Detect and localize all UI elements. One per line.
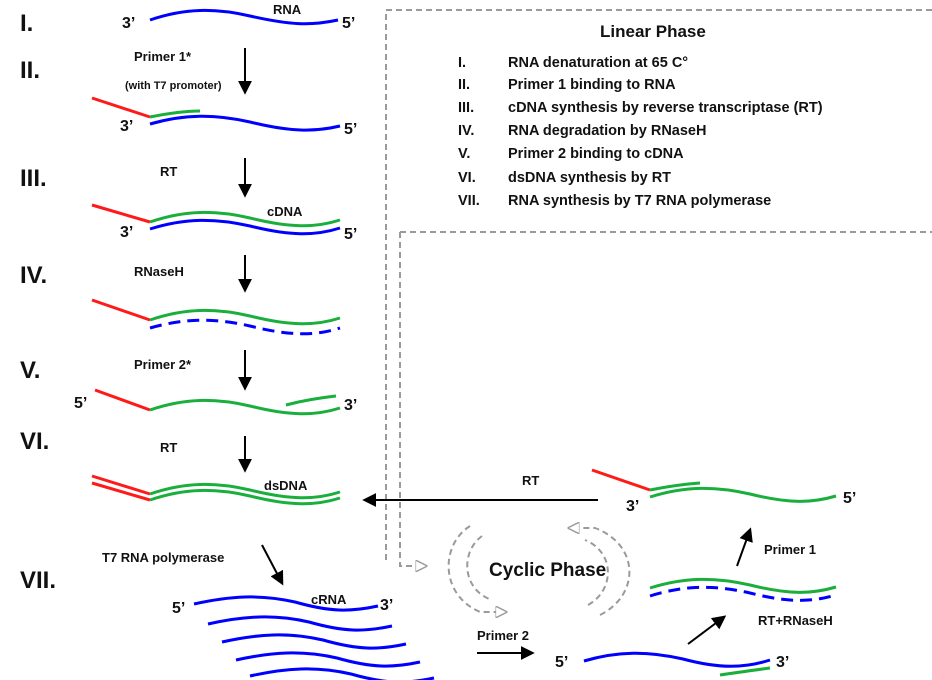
cyclic-mid-cdna-strand (649, 577, 837, 594)
cyclic-primer1-label: Primer 1 (764, 542, 816, 557)
step7-5prime: 5’ (172, 600, 185, 617)
cyclic-primer1 (649, 481, 701, 492)
linear-item-num: VI. (458, 170, 476, 186)
cyclic-rt-rnaseh-arrow (687, 615, 727, 645)
linear-item-text: RNA synthesis by T7 RNA polymerase (508, 193, 771, 209)
step-label-2: II. (20, 57, 40, 84)
linear-item-text: Primer 1 binding to RNA (508, 77, 676, 93)
step5-3prime: 3’ (344, 397, 357, 414)
cyclic-rt-label: RT (522, 473, 539, 488)
cyclic-top-3prime: 3’ (626, 498, 639, 515)
step2-rna-strand (149, 114, 341, 132)
step2-t7-promoter (91, 96, 151, 119)
step6-dsdna-bottom (149, 488, 341, 506)
step-label-4: IV. (20, 262, 47, 289)
step-label-6: VI. (20, 428, 49, 455)
step6-t7-promoter-bottom (91, 481, 151, 502)
linear-item-num: II. (458, 77, 470, 93)
linear-item-num: V. (458, 146, 470, 162)
cyclic-bottom-3prime: 3’ (776, 654, 789, 671)
step4-cdna-strand (149, 308, 341, 326)
linear-item-text: Primer 2 binding to cDNA (508, 146, 684, 162)
linear-item-text: RNA denaturation at 65 C° (508, 55, 688, 71)
cyclic-top-5prime: 5’ (843, 490, 856, 507)
step6-rt-label: RT (160, 440, 177, 455)
linear-item-text: dsDNA synthesis by RT (508, 170, 671, 186)
step5-cdna-strand (149, 398, 341, 416)
cyclic-bottom-5prime: 5’ (555, 654, 568, 671)
step3-rt-label: RT (160, 164, 177, 179)
cyclic-arrow-right-inner (584, 539, 609, 606)
cyclic-arrow-right (570, 528, 631, 616)
step3-rna-strand (149, 218, 341, 236)
step5-5prime: 5’ (74, 395, 87, 412)
step-label-5: V. (20, 357, 40, 384)
cyclic-mid-degraded-rna (649, 585, 837, 602)
step6-dsdna-label: dsDNA (264, 478, 308, 493)
linear-item-text: RNA degradation by RNaseH (508, 123, 706, 139)
cyclic-arrow-left-inner (466, 535, 493, 601)
step3-cdna-label: cDNA (267, 204, 303, 219)
linear-item-num: I. (458, 55, 466, 71)
step6-dsdna-top (149, 482, 341, 500)
cyclic-primer2-label: Primer 2 (477, 628, 529, 643)
step1-rna-label: RNA (273, 2, 302, 17)
step2-primer-note: (with T7 promoter) (125, 80, 222, 92)
step5-primer-label: Primer 2* (134, 357, 192, 372)
linear-phase-border (385, 9, 932, 560)
step-label-7: VII. (20, 567, 56, 594)
step2-5prime: 5’ (344, 121, 357, 138)
crna-strand-1 (193, 595, 379, 612)
cyclic-primer1-arrow (736, 527, 753, 567)
linear-item-num: IV. (458, 123, 474, 139)
linear-item-text: cDNA synthesis by reverse transcriptase … (508, 100, 823, 116)
step2-primer-label: Primer 1* (134, 49, 192, 64)
crna-strand-4 (235, 651, 421, 668)
cyclic-arrow-left (447, 525, 505, 612)
step1-3prime: 3’ (122, 15, 135, 32)
linear-item-num: VII. (458, 193, 480, 209)
step5-primer2 (285, 394, 337, 407)
step3-t7-promoter (91, 203, 151, 224)
step2-primer1 (149, 109, 201, 119)
step1-5prime: 5’ (342, 15, 355, 32)
step3-3prime: 3’ (120, 224, 133, 241)
crna-strand-2 (207, 615, 393, 632)
linear-phase-title: Linear Phase (600, 22, 706, 41)
step-label-3: III. (20, 165, 47, 192)
cyclic-phase-title: Cyclic Phase (489, 560, 606, 581)
step2-3prime: 3’ (120, 118, 133, 135)
crna-strand-3 (221, 633, 407, 650)
step5-t7-promoter (94, 388, 151, 412)
linear-item-num: III. (458, 100, 474, 116)
step7-arrow (261, 544, 284, 586)
step4-degraded-rna (149, 318, 341, 336)
step4-rnaseh-label: RNaseH (134, 264, 184, 279)
step7-crna-label: cRNA (311, 592, 347, 607)
cyclic-t7-promoter (591, 468, 651, 492)
cyclic-top-cdna-strand (649, 486, 837, 503)
cyclic-bottom-rna-strand (583, 651, 771, 668)
step1-rna-strand (149, 8, 339, 26)
linear-to-cyclic-connector (399, 232, 425, 566)
linear-phase-list: I. RNA denaturation at 65 C° II. Primer … (458, 55, 823, 209)
step-label-1: I. (20, 10, 33, 37)
crna-strand-5 (249, 667, 435, 680)
step7-t7-label: T7 RNA polymerase (102, 550, 224, 565)
cyclic-bottom-primer2 (719, 666, 771, 677)
step6-t7-promoter-top (91, 474, 151, 496)
step7-3prime: 3’ (380, 597, 393, 614)
step3-cdna-strand (149, 210, 341, 228)
cyclic-rt-rnaseh-label: RT+RNaseH (758, 613, 833, 628)
step4-t7-promoter (91, 298, 151, 322)
step3-5prime: 5’ (344, 226, 357, 243)
